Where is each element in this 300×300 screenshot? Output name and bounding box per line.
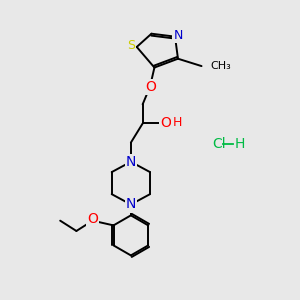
Text: S: S <box>128 39 136 52</box>
Text: O: O <box>145 80 156 94</box>
Text: O: O <box>87 212 98 226</box>
Text: H: H <box>172 116 182 128</box>
Text: N: N <box>173 29 183 42</box>
Text: Cl: Cl <box>212 137 226 151</box>
Text: N: N <box>126 155 136 169</box>
Text: H: H <box>235 137 245 151</box>
Text: CH₃: CH₃ <box>210 61 231 71</box>
Text: O: O <box>160 116 171 130</box>
Text: N: N <box>126 197 136 212</box>
